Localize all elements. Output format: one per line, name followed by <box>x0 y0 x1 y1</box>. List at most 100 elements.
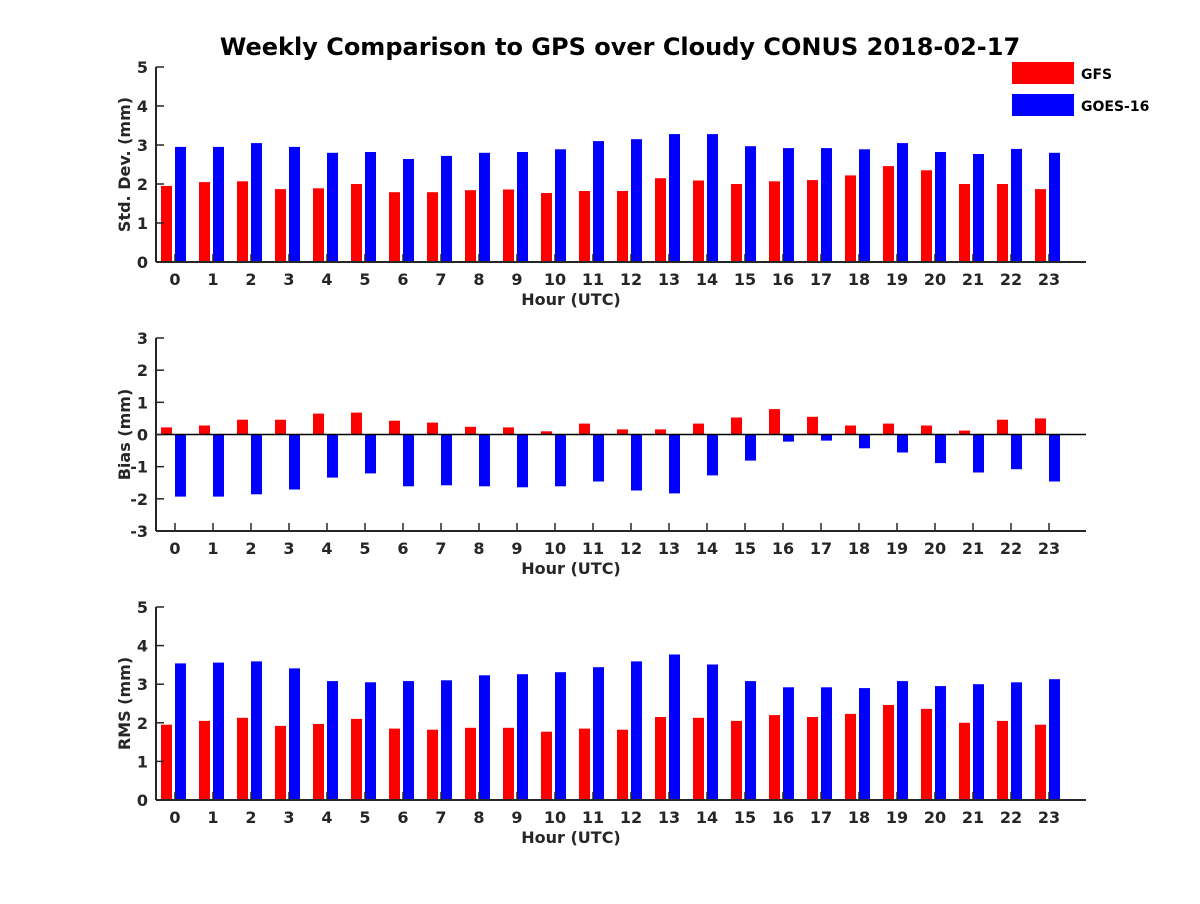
bar-goes16-21 <box>973 154 984 262</box>
x-tick-label: 17 <box>810 539 832 558</box>
x-tick-label: 18 <box>848 270 870 289</box>
x-tick-label: 4 <box>321 539 332 558</box>
bar-goes16-9 <box>517 674 528 800</box>
bar-gfs-12 <box>617 429 628 435</box>
bar-goes16-23 <box>1049 434 1060 482</box>
y-tick-label: 1 <box>137 752 148 771</box>
legend-label-goes16: GOES-16 <box>1081 99 1149 115</box>
bar-goes16-19 <box>897 434 908 453</box>
bar-goes16-14 <box>707 134 718 262</box>
bar-goes16-16 <box>783 687 794 800</box>
bar-gfs-17 <box>807 180 818 262</box>
bar-goes16-6 <box>403 681 414 800</box>
x-tick-label: 22 <box>1000 808 1022 827</box>
bar-goes16-5 <box>365 682 376 800</box>
bar-gfs-0 <box>161 185 172 262</box>
x-tick-label: 18 <box>848 808 870 827</box>
bar-goes16-4 <box>327 152 338 262</box>
bar-gfs-7 <box>427 422 438 435</box>
y-tick-label: 3 <box>137 675 148 694</box>
bar-goes16-20 <box>935 686 946 800</box>
x-tick-label: 0 <box>169 539 180 558</box>
y-tick-label: 0 <box>137 253 148 272</box>
x-tick-label: 4 <box>321 808 332 827</box>
x-tick-label: 2 <box>245 539 256 558</box>
bar-goes16-19 <box>897 681 908 800</box>
bar-goes16-22 <box>1011 434 1022 470</box>
bar-gfs-1 <box>199 720 210 800</box>
x-tick-label: 0 <box>169 808 180 827</box>
bar-gfs-8 <box>465 190 476 262</box>
bar-goes16-16 <box>783 434 794 442</box>
bar-gfs-15 <box>731 184 742 262</box>
bar-gfs-20 <box>921 708 932 800</box>
bar-goes16-15 <box>745 434 756 461</box>
bar-gfs-23 <box>1035 724 1046 800</box>
bar-goes16-12 <box>631 434 642 491</box>
x-tick-label: 17 <box>810 270 832 289</box>
bar-gfs-13 <box>655 429 666 435</box>
bar-gfs-21 <box>959 184 970 262</box>
x-tick-label: 19 <box>886 808 908 827</box>
bar-goes16-21 <box>973 684 984 800</box>
bar-goes16-0 <box>175 146 186 262</box>
y-tick-label: 1 <box>137 214 148 233</box>
bar-gfs-2 <box>237 181 248 262</box>
bar-gfs-6 <box>389 420 400 435</box>
bar-goes16-6 <box>403 159 414 262</box>
bar-gfs-19 <box>883 705 894 800</box>
x-tick-label: 14 <box>696 808 718 827</box>
bar-gfs-16 <box>769 409 780 435</box>
bar-gfs-10 <box>541 731 552 800</box>
y-tick-label: 3 <box>137 136 148 155</box>
bar-gfs-21 <box>959 722 970 800</box>
bar-gfs-8 <box>465 426 476 435</box>
bar-goes16-10 <box>555 672 566 800</box>
bar-goes16-8 <box>479 434 490 487</box>
x-tick-label: 23 <box>1038 539 1060 558</box>
x-tick-label: 5 <box>359 539 370 558</box>
bar-gfs-7 <box>427 192 438 262</box>
bar-goes16-13 <box>669 134 680 262</box>
x-tick-label: 16 <box>772 270 794 289</box>
bar-gfs-18 <box>845 713 856 800</box>
x-tick-label: 4 <box>321 270 332 289</box>
bar-goes16-3 <box>289 434 300 490</box>
bar-goes16-18 <box>859 434 870 449</box>
bar-goes16-20 <box>935 434 946 464</box>
bar-goes16-3 <box>289 668 300 800</box>
bar-goes16-11 <box>593 667 604 800</box>
y-tick-label: -2 <box>130 490 148 509</box>
bar-gfs-18 <box>845 425 856 435</box>
x-tick-label: 12 <box>620 270 642 289</box>
bar-gfs-14 <box>693 180 704 262</box>
x-tick-label: 15 <box>734 270 756 289</box>
y-axis-label: RMS (mm) <box>115 657 134 750</box>
bar-goes16-10 <box>555 434 566 487</box>
x-axis-label: Hour (UTC) <box>521 290 621 309</box>
y-tick-label: 1 <box>137 393 148 412</box>
bar-gfs-0 <box>161 427 172 435</box>
x-tick-label: 1 <box>207 539 218 558</box>
bar-goes16-14 <box>707 664 718 800</box>
x-tick-label: 11 <box>582 539 604 558</box>
x-tick-label: 2 <box>245 270 256 289</box>
bar-gfs-11 <box>579 423 590 435</box>
bar-goes16-8 <box>479 675 490 800</box>
bar-goes16-4 <box>327 434 338 478</box>
bar-gfs-13 <box>655 717 666 800</box>
bar-goes16-22 <box>1011 682 1022 800</box>
x-tick-label: 6 <box>397 270 408 289</box>
x-tick-label: 14 <box>696 270 718 289</box>
bar-gfs-23 <box>1035 189 1046 262</box>
bar-goes16-23 <box>1049 679 1060 800</box>
y-tick-label: 0 <box>137 426 148 445</box>
x-tick-label: 11 <box>582 270 604 289</box>
bar-gfs-9 <box>503 189 514 262</box>
bar-goes16-0 <box>175 434 186 497</box>
bar-gfs-3 <box>275 419 286 435</box>
bar-gfs-16 <box>769 715 780 800</box>
bar-goes16-11 <box>593 141 604 262</box>
